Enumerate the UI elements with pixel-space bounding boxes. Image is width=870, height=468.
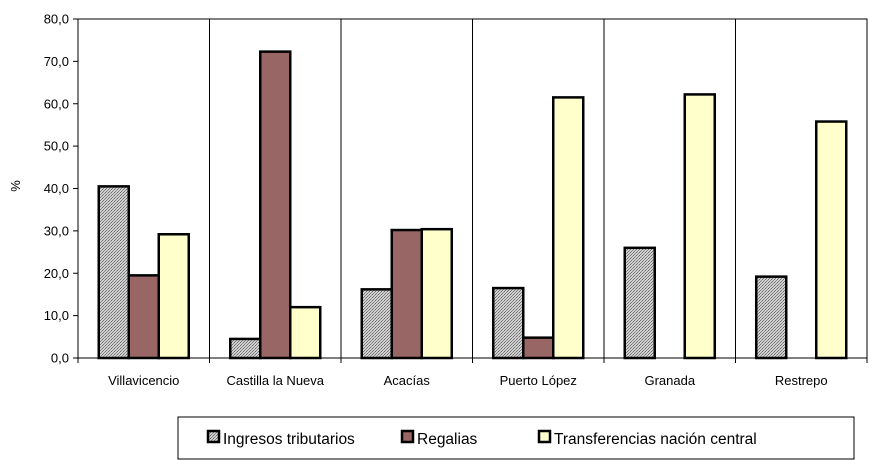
bar xyxy=(815,120,848,360)
bar xyxy=(390,228,423,360)
y-tick-label: 30,0 xyxy=(44,223,69,238)
bar xyxy=(229,337,262,360)
x-tick-label: Acacías xyxy=(384,373,431,388)
y-tick-label: 0,0 xyxy=(51,351,69,366)
legend-label: Transferencias nación central xyxy=(554,431,757,448)
bar xyxy=(755,275,788,360)
x-tick-label: Puerto López xyxy=(500,373,577,388)
y-tick-label: 10,0 xyxy=(44,308,69,323)
legend-swatch xyxy=(206,429,221,444)
legend-swatch xyxy=(537,429,552,444)
bar xyxy=(492,286,525,360)
y-tick-label: 20,0 xyxy=(44,266,69,281)
legend-label: Ingresos tributarios xyxy=(223,431,355,448)
y-tick-label: 60,0 xyxy=(44,96,69,111)
bar xyxy=(522,336,555,360)
x-tick-label: Castilla la Nueva xyxy=(226,373,324,388)
legend-swatch xyxy=(400,429,415,444)
bar xyxy=(289,305,322,360)
legend-box xyxy=(177,416,855,460)
y-tick-label: 70,0 xyxy=(44,54,69,69)
bar xyxy=(552,96,585,360)
bars-layer xyxy=(97,50,848,360)
y-tick-label: 80,0 xyxy=(44,12,69,27)
grid-layer xyxy=(209,19,736,358)
bar xyxy=(157,233,190,360)
bar xyxy=(97,185,130,360)
bar xyxy=(683,93,716,360)
y-tick-label: 50,0 xyxy=(44,139,69,154)
legend: Ingresos tributarios Regalias Transferenci… xyxy=(177,416,855,460)
axes-layer: 0,0 10,0 20,0 30,0 40,0 50,0 60,0 70,0 80,0 Villa… xyxy=(44,12,868,388)
legend-label: Regalias xyxy=(417,431,478,448)
bar xyxy=(623,246,656,360)
bar xyxy=(127,274,160,360)
x-tick-label: Restrepo xyxy=(775,373,828,388)
bar xyxy=(259,50,292,360)
x-tick-label: Villavicencio xyxy=(108,373,179,388)
bar xyxy=(360,288,393,360)
x-tick-label: Granada xyxy=(644,373,695,388)
y-tick-label: 40,0 xyxy=(44,181,69,196)
bar xyxy=(420,227,453,360)
y-axis-label: % xyxy=(8,180,23,192)
